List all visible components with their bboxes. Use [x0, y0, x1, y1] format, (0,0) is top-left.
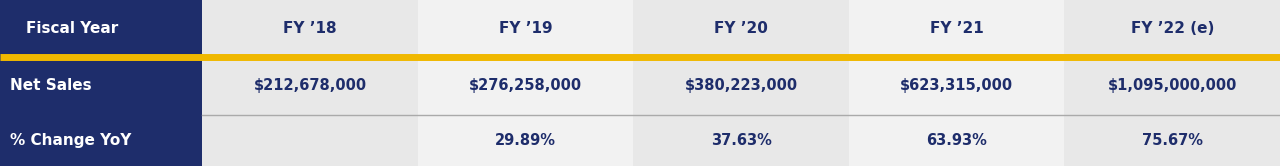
Text: 37.63%: 37.63% — [710, 133, 772, 148]
Text: % Change YoY: % Change YoY — [10, 133, 132, 148]
Bar — [202, 0, 417, 57]
Text: 29.89%: 29.89% — [495, 133, 556, 148]
Bar — [0, 0, 202, 57]
Text: Net Sales: Net Sales — [10, 78, 92, 93]
Text: FY ’19: FY ’19 — [499, 21, 553, 36]
Bar — [849, 0, 1065, 57]
Bar — [1065, 57, 1280, 115]
Bar — [202, 57, 417, 115]
Text: FY ’20: FY ’20 — [714, 21, 768, 36]
Text: $1,095,000,000: $1,095,000,000 — [1107, 78, 1236, 93]
Bar — [202, 115, 417, 166]
Bar — [417, 57, 634, 115]
Bar — [634, 0, 849, 57]
Text: $212,678,000: $212,678,000 — [253, 78, 366, 93]
Bar — [0, 115, 202, 166]
Bar — [1065, 115, 1280, 166]
Bar — [849, 57, 1065, 115]
Bar — [634, 57, 849, 115]
Bar — [634, 115, 849, 166]
Bar — [849, 115, 1065, 166]
Bar — [417, 115, 634, 166]
Bar — [417, 0, 634, 57]
Bar — [1065, 0, 1280, 57]
Text: FY ’21: FY ’21 — [929, 21, 983, 36]
Text: Fiscal Year: Fiscal Year — [26, 21, 118, 36]
Text: $623,315,000: $623,315,000 — [900, 78, 1014, 93]
Text: FY ’18: FY ’18 — [283, 21, 337, 36]
Text: 75.67%: 75.67% — [1142, 133, 1203, 148]
Text: $380,223,000: $380,223,000 — [685, 78, 797, 93]
Text: 63.93%: 63.93% — [927, 133, 987, 148]
Text: FY ’22 (e): FY ’22 (e) — [1130, 21, 1213, 36]
Text: $276,258,000: $276,258,000 — [468, 78, 582, 93]
Bar — [0, 57, 202, 115]
